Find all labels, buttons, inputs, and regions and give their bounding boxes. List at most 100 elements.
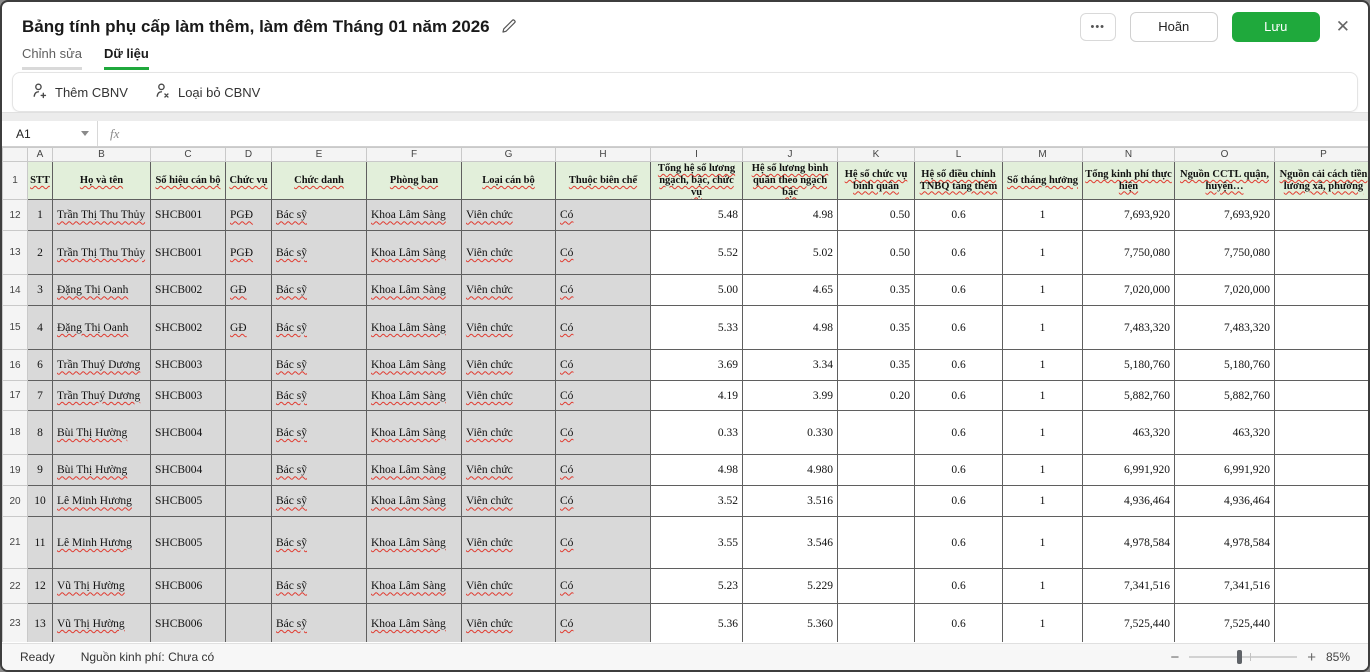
cell-I16[interactable]: 3.69	[650, 349, 743, 382]
cell-P16[interactable]	[1274, 349, 1368, 382]
cell-N18[interactable]: 463,320	[1082, 410, 1175, 456]
cell-F1[interactable]: Phòng ban	[366, 160, 462, 201]
cell-B16[interactable]: Trần Thuý Dương	[52, 349, 151, 382]
cell-E14[interactable]: Bác sỹ	[271, 274, 367, 307]
tab-du-lieu[interactable]: Dữ liệu	[104, 46, 149, 70]
cell-A15[interactable]: 4	[27, 305, 53, 351]
cell-N17[interactable]: 5,882,760	[1082, 380, 1175, 412]
cell-E21[interactable]: Bác sỹ	[271, 516, 367, 570]
cell-name-box[interactable]: A1	[2, 121, 98, 146]
cell-P20[interactable]	[1274, 485, 1368, 518]
col-header-G[interactable]: G	[461, 147, 556, 162]
cell-F14[interactable]: Khoa Lâm Sàng	[366, 274, 462, 307]
col-header-P[interactable]: P	[1274, 147, 1368, 162]
cell-K15[interactable]: 0.35	[837, 305, 915, 351]
cell-E16[interactable]: Bác sỹ	[271, 349, 367, 382]
cell-E22[interactable]: Bác sỹ	[271, 568, 367, 605]
cell-M13[interactable]: 1	[1002, 230, 1083, 276]
cell-A16[interactable]: 6	[27, 349, 53, 382]
cell-M17[interactable]: 1	[1002, 380, 1083, 412]
cell-M12[interactable]: 1	[1002, 199, 1083, 232]
cell-I1[interactable]: Tổng hệ số lương ngạch, bậc, chức vụ	[650, 160, 743, 201]
cell-A20[interactable]: 10	[27, 485, 53, 518]
col-header-O[interactable]: O	[1174, 147, 1275, 162]
cell-A19[interactable]: 9	[27, 454, 53, 487]
cell-I17[interactable]: 4.19	[650, 380, 743, 412]
col-header-H[interactable]: H	[555, 147, 651, 162]
cell-F17[interactable]: Khoa Lâm Sàng	[366, 380, 462, 412]
cell-K14[interactable]: 0.35	[837, 274, 915, 307]
cell-M1[interactable]: Số tháng hưởng	[1002, 160, 1083, 201]
cell-K1[interactable]: Hệ số chức vụ bình quân	[837, 160, 915, 201]
cell-O1[interactable]: Nguồn CCTL quận, huyện…	[1174, 160, 1275, 201]
cell-J18[interactable]: 0.330	[742, 410, 838, 456]
row-header-17[interactable]: 17	[2, 380, 28, 412]
cell-P1[interactable]: Nguồn cải cách tiền lương xã, phường	[1274, 160, 1368, 201]
cell-I14[interactable]: 5.00	[650, 274, 743, 307]
cell-O16[interactable]: 5,180,760	[1174, 349, 1275, 382]
cell-N15[interactable]: 7,483,320	[1082, 305, 1175, 351]
cell-J20[interactable]: 3.516	[742, 485, 838, 518]
cell-O12[interactable]: 7,693,920	[1174, 199, 1275, 232]
cell-L19[interactable]: 0.6	[914, 454, 1003, 487]
cell-F13[interactable]: Khoa Lâm Sàng	[366, 230, 462, 276]
cell-P13[interactable]	[1274, 230, 1368, 276]
col-header-E[interactable]: E	[271, 147, 367, 162]
cell-H12[interactable]: Có	[555, 199, 651, 232]
cell-M22[interactable]: 1	[1002, 568, 1083, 605]
col-header-N[interactable]: N	[1082, 147, 1175, 162]
row-header-23[interactable]: 23	[2, 603, 28, 642]
cell-A13[interactable]: 2	[27, 230, 53, 276]
cell-M16[interactable]: 1	[1002, 349, 1083, 382]
cell-D21[interactable]	[225, 516, 272, 570]
cell-G15[interactable]: Viên chức	[461, 305, 556, 351]
cell-M23[interactable]: 1	[1002, 603, 1083, 642]
cell-J1[interactable]: Hệ số lương bình quân theo ngạch bậc	[742, 160, 838, 201]
cell-E20[interactable]: Bác sỹ	[271, 485, 367, 518]
cell-J22[interactable]: 5.229	[742, 568, 838, 605]
cell-C17[interactable]: SHCB003	[150, 380, 226, 412]
cell-O21[interactable]: 4,978,584	[1174, 516, 1275, 570]
cell-K18[interactable]	[837, 410, 915, 456]
cell-I22[interactable]: 5.23	[650, 568, 743, 605]
row-header-16[interactable]: 16	[2, 349, 28, 382]
cell-J14[interactable]: 4.65	[742, 274, 838, 307]
cell-O17[interactable]: 5,882,760	[1174, 380, 1275, 412]
cell-G23[interactable]: Viên chức	[461, 603, 556, 642]
cell-C12[interactable]: SHCB001	[150, 199, 226, 232]
zoom-slider-handle[interactable]	[1236, 650, 1242, 664]
cell-N14[interactable]: 7,020,000	[1082, 274, 1175, 307]
cell-G16[interactable]: Viên chức	[461, 349, 556, 382]
row-header-1[interactable]: 1	[2, 160, 28, 201]
cell-G14[interactable]: Viên chức	[461, 274, 556, 307]
cell-P15[interactable]	[1274, 305, 1368, 351]
col-header-J[interactable]: J	[742, 147, 838, 162]
cell-O20[interactable]: 4,936,464	[1174, 485, 1275, 518]
cell-A21[interactable]: 11	[27, 516, 53, 570]
cell-N13[interactable]: 7,750,080	[1082, 230, 1175, 276]
cell-C22[interactable]: SHCB006	[150, 568, 226, 605]
cell-H13[interactable]: Có	[555, 230, 651, 276]
cell-K20[interactable]	[837, 485, 915, 518]
cell-L16[interactable]: 0.6	[914, 349, 1003, 382]
cell-F18[interactable]: Khoa Lâm Sàng	[366, 410, 462, 456]
cell-A23[interactable]: 13	[27, 603, 53, 642]
cell-P18[interactable]	[1274, 410, 1368, 456]
cell-B18[interactable]: Bùi Thị Hường	[52, 410, 151, 456]
cell-G20[interactable]: Viên chức	[461, 485, 556, 518]
cell-G13[interactable]: Viên chức	[461, 230, 556, 276]
cell-P14[interactable]	[1274, 274, 1368, 307]
cell-D20[interactable]	[225, 485, 272, 518]
cell-N21[interactable]: 4,978,584	[1082, 516, 1175, 570]
cell-N16[interactable]: 5,180,760	[1082, 349, 1175, 382]
cell-G17[interactable]: Viên chức	[461, 380, 556, 412]
cell-J21[interactable]: 3.546	[742, 516, 838, 570]
cell-E13[interactable]: Bác sỹ	[271, 230, 367, 276]
cell-J23[interactable]: 5.360	[742, 603, 838, 642]
cell-G19[interactable]: Viên chức	[461, 454, 556, 487]
zoom-slider[interactable]	[1189, 650, 1298, 664]
cell-K22[interactable]	[837, 568, 915, 605]
zoom-out-button[interactable]: −	[1170, 648, 1180, 666]
cell-B20[interactable]: Lê Minh Hương	[52, 485, 151, 518]
cell-L1[interactable]: Hệ số điều chỉnh TNBQ tăng thêm	[914, 160, 1003, 201]
